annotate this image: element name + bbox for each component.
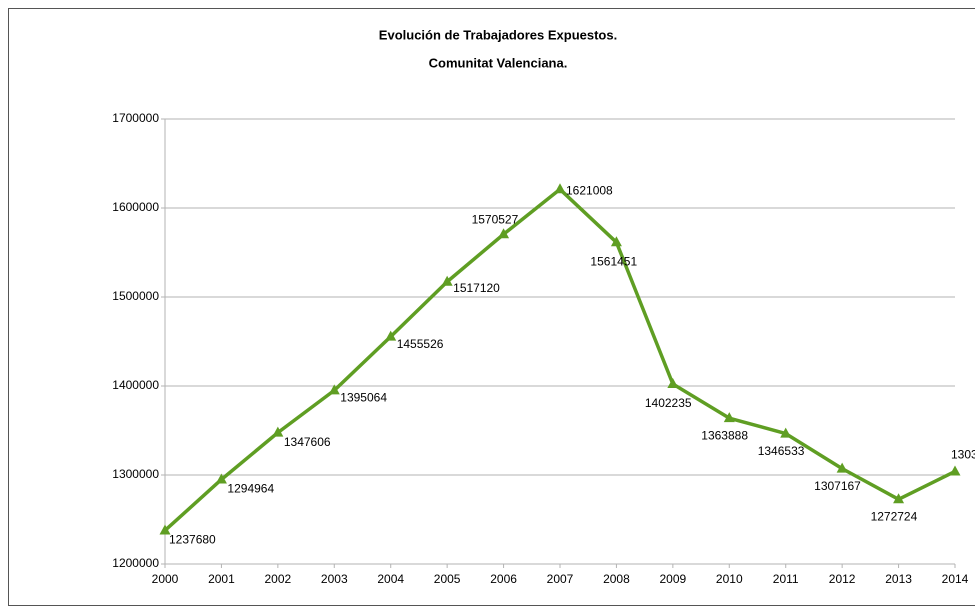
data-label: 1294964	[227, 482, 274, 496]
data-label: 1346533	[758, 444, 805, 458]
x-tick-label: 2013	[885, 572, 912, 586]
x-tick-label: 2006	[490, 572, 517, 586]
marker	[610, 236, 622, 247]
marker	[498, 228, 510, 239]
y-tick-label: 1200000	[112, 556, 159, 570]
x-tick-label: 2008	[603, 572, 630, 586]
data-label: 1237680	[169, 533, 216, 547]
chart-subtitle: Comunitat Valenciana.	[429, 55, 568, 70]
data-label: 1363888	[701, 428, 748, 442]
data-label: 1561451	[590, 254, 637, 268]
x-tick-label: 2004	[377, 572, 404, 586]
x-tick-label: 2007	[547, 572, 574, 586]
marker	[893, 493, 905, 504]
y-tick-label: 1600000	[112, 200, 159, 214]
data-label: 1621008	[566, 183, 613, 197]
x-tick-label: 2009	[660, 572, 687, 586]
marker	[667, 378, 679, 389]
data-label: 1517120	[453, 281, 500, 295]
y-tick-label: 1700000	[112, 111, 159, 125]
x-tick-label: 2002	[265, 572, 292, 586]
x-tick-label: 2005	[434, 572, 461, 586]
data-label: 1570527	[472, 212, 519, 226]
chart-title: Evolución de Trabajadores Expuestos.	[379, 27, 617, 42]
marker	[215, 473, 227, 484]
y-tick-label: 1500000	[112, 289, 159, 303]
marker	[441, 275, 453, 286]
marker	[272, 426, 284, 437]
marker	[836, 462, 848, 473]
y-tick-label: 1400000	[112, 378, 159, 392]
marker	[385, 330, 397, 341]
x-tick-label: 2000	[152, 572, 179, 586]
y-tick-label: 1300000	[112, 467, 159, 481]
marker	[159, 524, 171, 535]
data-label: 1395064	[340, 391, 387, 405]
marker	[780, 427, 792, 438]
x-tick-label: 2001	[208, 572, 235, 586]
x-tick-label: 2012	[829, 572, 856, 586]
data-label: 1455526	[397, 337, 444, 351]
data-label: 1347606	[284, 435, 331, 449]
marker	[723, 412, 735, 423]
data-label: 1402235	[645, 396, 692, 410]
data-label: 1272724	[871, 509, 918, 523]
marker	[554, 183, 566, 194]
data-label: 1307167	[814, 479, 861, 493]
marker	[949, 465, 961, 476]
x-tick-label: 2011	[773, 572, 799, 586]
x-tick-label: 2003	[321, 572, 348, 586]
x-tick-label: 2014	[942, 572, 969, 586]
chart-frame	[8, 8, 975, 606]
x-tick-label: 2010	[716, 572, 743, 586]
data-label: 1303970	[951, 448, 975, 462]
marker	[328, 384, 340, 395]
